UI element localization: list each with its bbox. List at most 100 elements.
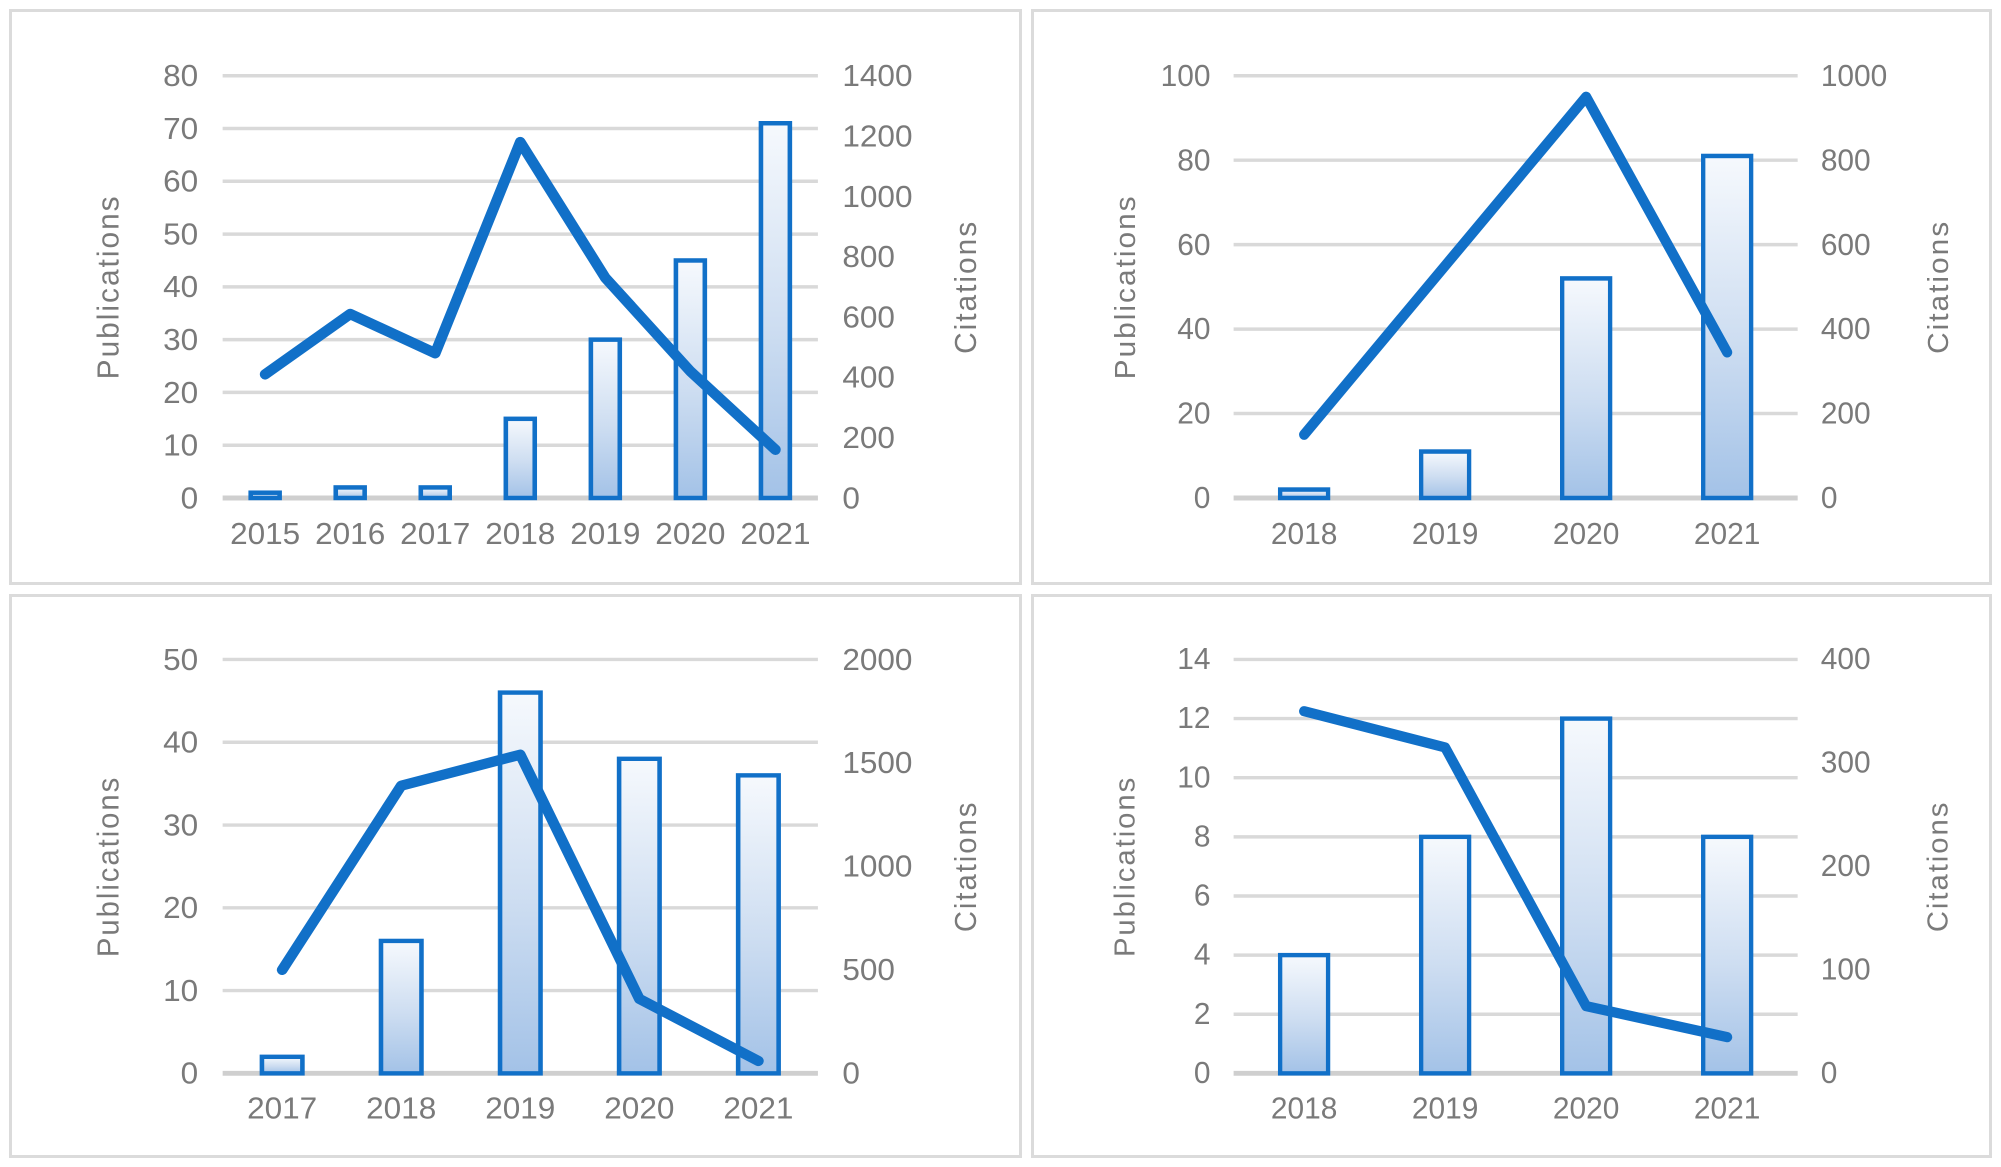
left-axis-tick-label: 10	[163, 428, 198, 463]
right-axis-tick-label: 1000	[1821, 58, 1887, 93]
publications-bar	[588, 337, 623, 501]
year-label: 2016	[315, 516, 385, 551]
publications-bar	[616, 756, 662, 1076]
left-axis-tick-label: 0	[1194, 481, 1211, 516]
right-axis-tick-label: 0	[842, 481, 860, 516]
publications-bar	[758, 120, 793, 501]
right-axis-tick-label: 200	[842, 420, 895, 455]
publications-bar	[1560, 276, 1613, 501]
year-label: 2017	[400, 516, 470, 551]
year-label: 2018	[366, 1090, 436, 1124]
left-axis-tick-label: 40	[163, 270, 198, 305]
publications-bar	[503, 416, 538, 501]
left-axis-tick-label: 20	[1178, 396, 1211, 431]
publications-bar	[333, 485, 367, 501]
right-axis-tick-label: 200	[1821, 849, 1871, 882]
right-axis-tick-label: 600	[1821, 227, 1871, 262]
year-label: 2020	[1553, 1092, 1619, 1125]
year-label: 2019	[570, 516, 640, 551]
citations-line	[259, 136, 781, 455]
right-axis-tick-label: 400	[842, 360, 895, 395]
year-label: 2020	[1553, 516, 1619, 551]
year-label: 2020	[604, 1090, 674, 1124]
publications-bar	[248, 490, 282, 501]
left-axis-tick-label: 0	[1194, 1056, 1211, 1089]
right-axis-title: Citations	[950, 220, 983, 354]
left-axis-tick-label: 4	[1194, 938, 1211, 971]
year-label: 2020	[655, 516, 725, 551]
right-axis-title: Citations	[950, 800, 984, 931]
left-axis-tick-label: 30	[163, 808, 198, 842]
right-axis-tick-label: 400	[1821, 643, 1871, 676]
publications-bar	[378, 938, 424, 1076]
left-axis-tick-label: 40	[1178, 312, 1211, 347]
left-axis-tick-label: 60	[163, 164, 198, 199]
year-label: 2019	[1412, 516, 1478, 551]
right-axis-tick-label: 600	[842, 300, 895, 335]
right-axis-tick-label: 2000	[842, 642, 912, 676]
left-axis-tick-label: 30	[163, 322, 198, 357]
left-axis-title: Publications	[92, 775, 126, 956]
year-label: 2019	[485, 1090, 555, 1124]
year-label: 2018	[1271, 516, 1337, 551]
left-axis-tick-label: 6	[1194, 879, 1211, 912]
right-axis-tick-label: 1000	[842, 179, 912, 214]
right-axis-tick-label: 1400	[842, 58, 912, 93]
publications-bar	[735, 772, 781, 1076]
publications-bar	[1278, 487, 1331, 501]
right-axis-tick-label: 400	[1821, 312, 1871, 347]
right-axis-tick-label: 300	[1821, 746, 1871, 779]
left-axis-tick-label: 12	[1178, 702, 1211, 735]
right-axis-tick-label: 500	[842, 952, 895, 986]
citations-line	[1299, 91, 1733, 440]
right-axis-tick-label: 100	[1821, 953, 1871, 986]
left-axis-tick-label: 0	[181, 481, 199, 516]
year-label: 2021	[1694, 516, 1760, 551]
publications-bar	[1419, 449, 1472, 501]
left-axis-tick-label: 14	[1178, 643, 1211, 676]
publications-citations-chart-top-left: 0102030405060708002004006008001000120014…	[92, 58, 983, 551]
right-axis-tick-label: 200	[1821, 396, 1871, 431]
year-label: 2021	[723, 1090, 793, 1124]
right-axis-tick-label: 0	[842, 1056, 860, 1090]
chart-panel-top-right: 0 20 40 60 80 100 0 200 400 600 800 1000 2018 2019 202…	[1031, 9, 1992, 585]
publications-bar	[1560, 716, 1613, 1076]
right-axis-tick-label: 800	[1821, 143, 1871, 178]
left-axis-tick-label: 20	[163, 375, 198, 410]
right-axis-tick-label: 1000	[842, 849, 912, 883]
chart-panel-top-left: 0 10 20 30 40 50 60 70 80 0 200 400 600 800 1000 1200 14…	[9, 9, 1023, 585]
right-axis-tick-label: 0	[1821, 1056, 1838, 1089]
left-axis-tick-label: 0	[181, 1056, 199, 1090]
left-axis-title: Publications	[1110, 194, 1142, 379]
left-axis-title: Publications	[92, 194, 125, 379]
year-label: 2021	[1694, 1092, 1760, 1125]
left-axis-tick-label: 100	[1161, 58, 1211, 93]
left-axis-tick-label: 20	[163, 890, 198, 924]
left-axis-tick-label: 50	[163, 217, 198, 252]
right-axis-tick-label: 0	[1821, 481, 1838, 516]
chart-panel-bottom-left: 0 10 20 30 40 50 0 500 1000 1500 2000 2017 2018 2019 2…	[9, 593, 1023, 1158]
left-axis-tick-label: 80	[163, 58, 198, 93]
publications-citations-chart-bottom-right: 0 2 4 6 8 10 12 14 0 100 200 300 400 2018 2019 2020 2021…	[1110, 643, 1955, 1125]
citations-line	[1299, 705, 1733, 1042]
left-axis-tick-label: 10	[1178, 761, 1211, 794]
right-axis-tick-label: 1200	[842, 119, 912, 154]
left-axis-tick-label: 2	[1194, 997, 1211, 1030]
left-axis-tick-label: 70	[163, 111, 198, 146]
year-label: 2021	[740, 516, 810, 551]
year-label: 2017	[247, 1090, 317, 1124]
citations-line	[276, 749, 764, 1066]
left-axis-tick-label: 80	[1178, 143, 1211, 178]
left-axis-title: Publications	[1110, 775, 1142, 956]
publications-bar	[1278, 952, 1331, 1076]
right-axis-tick-label: 800	[842, 239, 895, 274]
right-axis-title: Citations	[1923, 220, 1955, 354]
year-label: 2019	[1412, 1092, 1478, 1125]
year-label: 2018	[485, 516, 555, 551]
left-axis-tick-label: 10	[163, 973, 198, 1007]
year-label: 2015	[230, 516, 300, 551]
left-axis-tick-label: 8	[1194, 820, 1211, 853]
right-axis-tick-label: 1500	[842, 745, 912, 779]
left-axis-tick-label: 40	[163, 725, 198, 759]
